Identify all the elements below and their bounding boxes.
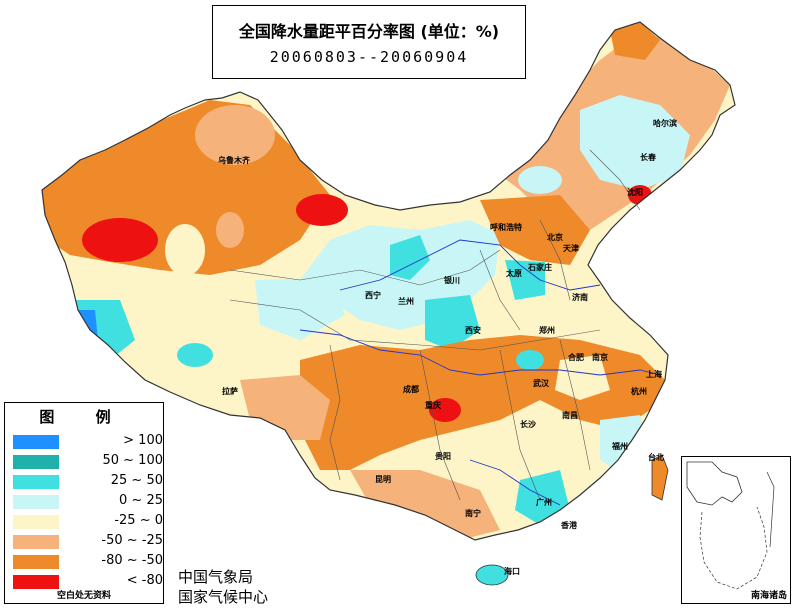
city-label: 呼和浩特: [490, 223, 522, 232]
legend-swatch: [13, 455, 59, 469]
legend-row: -25 ~ 0: [11, 513, 163, 531]
legend-swatch: [13, 475, 59, 489]
legend-title: 图 例: [39, 408, 129, 426]
inset-label: 南海诸岛: [750, 591, 787, 601]
legend-swatch: [13, 435, 59, 449]
legend-label: -25 ~ 0: [114, 513, 163, 528]
city-label: 哈尔滨: [653, 119, 677, 128]
city-label: 贵阳: [435, 452, 451, 461]
legend-swatch: [13, 575, 59, 589]
city-label: 香港: [561, 521, 577, 530]
legend-swatch: [13, 515, 59, 529]
city-label: 南宁: [465, 509, 481, 518]
legend-label: -80 ~ -50: [101, 553, 163, 568]
city-label: 乌鲁木齐: [218, 156, 250, 165]
legend-label: < -80: [126, 573, 163, 588]
city-label: 长沙: [520, 420, 536, 429]
city-label: 广州: [536, 498, 552, 507]
legend-row: 50 ~ 100: [11, 453, 163, 471]
city-label: 西宁: [365, 291, 381, 300]
legend-row: > 100: [11, 433, 163, 451]
south-china-sea-inset: 南海诸岛: [681, 456, 791, 604]
city-label: 西安: [465, 326, 481, 335]
legend-swatch: [13, 495, 59, 509]
legend-label: 0 ~ 25: [119, 493, 163, 508]
city-label: 南京: [592, 353, 608, 362]
map-title-box: 全国降水量距平百分率图 (单位：%) 20060803--20060904: [212, 5, 526, 79]
legend-label: 25 ~ 50: [110, 473, 163, 488]
legend-label: 50 ~ 100: [102, 453, 163, 468]
city-label: 合肥: [568, 353, 584, 362]
legend-note: 空白处无资料: [56, 591, 111, 601]
city-label: 兰州: [398, 297, 414, 306]
legend-label: > 100: [123, 433, 163, 448]
city-label: 重庆: [425, 401, 441, 410]
city-label: 昆明: [375, 475, 391, 484]
agency-line-1: 中国气象局: [178, 568, 254, 586]
legend-swatch: [13, 535, 59, 549]
date-range: 20060803--20060904: [269, 48, 469, 66]
legend: 图 例 > 100 50 ~ 100 25 ~ 50 0 ~ 25 -25 ~ …: [4, 402, 164, 604]
city-label: 天津: [563, 244, 579, 253]
legend-swatch: [13, 555, 59, 569]
city-label: 武汉: [533, 379, 549, 388]
city-label: 台北: [648, 453, 664, 462]
city-label: 银川: [444, 276, 460, 285]
agency-line-2: 国家气候中心: [178, 588, 269, 606]
city-label: 拉萨: [222, 387, 238, 396]
city-label: 南昌: [562, 411, 578, 420]
city-label: 上海: [646, 370, 662, 379]
inset-map: [686, 461, 775, 590]
city-label: 成都: [403, 385, 419, 394]
city-label: 沈阳: [627, 188, 643, 197]
city-label: 长春: [640, 153, 656, 162]
city-label: 北京: [547, 233, 563, 242]
city-label: 太原: [506, 269, 522, 278]
city-label: 石家庄: [528, 263, 552, 272]
city-label: 福州: [612, 442, 628, 451]
city-label: 杭州: [631, 387, 647, 396]
legend-row: < -80: [11, 573, 163, 591]
city-label: 郑州: [539, 326, 555, 335]
legend-row: 0 ~ 25: [11, 493, 163, 511]
legend-label: -50 ~ -25: [101, 533, 163, 548]
legend-row: -80 ~ -50: [11, 553, 163, 571]
city-label: 济南: [572, 293, 588, 302]
city-label: 海口: [504, 567, 520, 576]
legend-row: 25 ~ 50: [11, 473, 163, 491]
legend-row: -50 ~ -25: [11, 533, 163, 551]
map-title: 全国降水量距平百分率图 (单位：%): [238, 22, 500, 41]
